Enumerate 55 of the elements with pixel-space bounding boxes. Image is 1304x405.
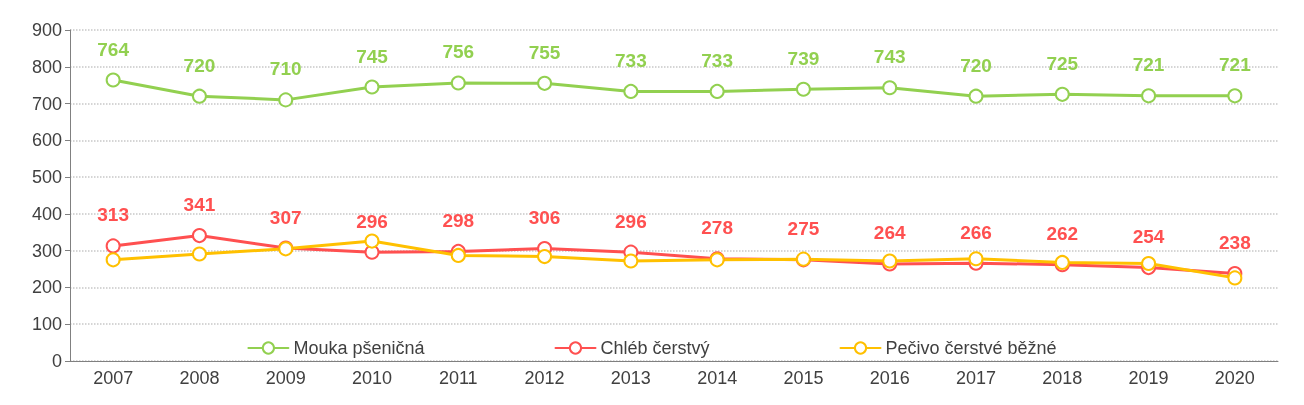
x-tick-label: 2013 xyxy=(610,368,651,388)
y-tick-label: 0 xyxy=(51,351,62,371)
x-tick-label: 2019 xyxy=(1128,368,1169,388)
y-tick-label: 300 xyxy=(31,240,62,261)
x-tick-label: 2018 xyxy=(1042,368,1083,388)
data-label: 745 xyxy=(356,45,389,67)
x-tick-label: 2010 xyxy=(351,368,393,388)
x-tick-label: 2009 xyxy=(265,368,306,388)
x-tick-label: 2017 xyxy=(955,368,997,388)
data-label: 238 xyxy=(1219,231,1251,253)
y-tick-label: 500 xyxy=(31,167,62,188)
data-label: 298 xyxy=(442,209,475,231)
data-label: 254 xyxy=(1132,226,1165,248)
legend-label: Chléb čerstvý xyxy=(600,338,710,358)
y-tick-label: 700 xyxy=(31,93,62,114)
y-tick-label: 900 xyxy=(31,20,62,40)
data-label: 275 xyxy=(787,218,820,240)
data-label: 733 xyxy=(701,49,733,71)
x-tick-label: 2020 xyxy=(1214,368,1255,388)
data-label: 739 xyxy=(787,47,820,69)
data-label: 278 xyxy=(701,217,733,239)
data-label: 296 xyxy=(356,210,388,232)
data-label: 341 xyxy=(183,194,216,216)
legend-label: Pečivo čerstvé běžné xyxy=(885,338,1057,358)
data-label: 306 xyxy=(528,206,561,228)
data-label: 720 xyxy=(183,54,216,76)
data-label: 710 xyxy=(269,58,302,80)
y-tick-label: 100 xyxy=(31,314,62,335)
x-tick-label: 2012 xyxy=(524,368,565,388)
data-label: 720 xyxy=(960,54,992,76)
data-label: 756 xyxy=(442,41,475,63)
data-label: 733 xyxy=(615,49,647,71)
y-tick-label: 400 xyxy=(31,203,62,224)
legend-label: Mouka pšeničná xyxy=(293,338,426,358)
y-tick-label: 200 xyxy=(31,277,62,298)
data-label: 296 xyxy=(615,210,647,232)
data-label: 313 xyxy=(97,204,129,226)
x-tick-label: 2011 xyxy=(438,368,478,388)
data-label: 262 xyxy=(1046,223,1079,245)
data-label: 743 xyxy=(873,46,906,68)
data-label: 755 xyxy=(528,41,561,63)
y-tick-label: 600 xyxy=(31,130,62,151)
y-tick-label: 800 xyxy=(31,56,62,77)
data-label: 266 xyxy=(960,221,992,243)
data-label: 721 xyxy=(1219,54,1252,76)
x-tick-label: 2014 xyxy=(697,368,738,388)
data-label: 721 xyxy=(1132,54,1165,76)
data-label: 764 xyxy=(97,38,130,60)
data-label: 307 xyxy=(269,206,302,228)
data-label: 725 xyxy=(1046,52,1079,74)
x-tick-label: 2015 xyxy=(783,368,824,388)
x-tick-label: 2007 xyxy=(93,368,134,388)
data-label: 264 xyxy=(873,222,906,244)
x-tick-label: 2008 xyxy=(179,368,220,388)
x-tick-label: 2016 xyxy=(869,368,910,388)
